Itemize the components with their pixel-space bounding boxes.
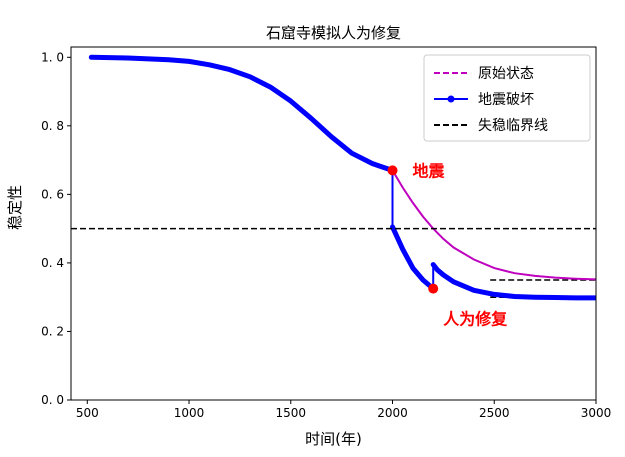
axes-frame	[70, 46, 597, 401]
y-axis-label: 稳定性	[6, 184, 24, 230]
x-tick-label-2500: 2500	[479, 406, 510, 420]
y-tick-label-4: 0. 8	[41, 119, 64, 133]
earthquake-label: 地震	[413, 161, 446, 180]
series-2-segment-post-repair	[430, 262, 596, 301]
repair-point	[428, 283, 439, 294]
legend-label-2: 地震破坏	[478, 92, 534, 108]
y-tick-label-1: 0. 2	[41, 324, 64, 338]
x-tick-label-1500: 1500	[275, 406, 306, 420]
series-1	[391, 169, 596, 281]
repair-label: 人为修复	[443, 310, 508, 329]
series-2-segment-post-quake	[390, 224, 436, 292]
x-tick-label-3000: 3000	[581, 406, 612, 420]
x-axis-label: 时间(年)	[305, 430, 362, 448]
y-tick-label-2: 0. 4	[41, 256, 64, 270]
x-tick-label-2000: 2000	[377, 406, 408, 420]
x-tick-label-1000: 1000	[174, 406, 205, 420]
axes-layer: 500 1000 1500 2000 2500 3000 0. 0 0. 2 0. 4 0. 6 0…	[41, 46, 612, 420]
legend-label-1: 原始状态	[478, 66, 534, 82]
legend-marker-2	[447, 95, 455, 103]
series-line-1	[391, 169, 596, 281]
legend-label-3: 失稳临界线	[478, 118, 548, 134]
earthquake-point	[387, 165, 398, 176]
chart-title: 石窟寺模拟人为修复	[265, 24, 401, 42]
series-2-segment-pre-quake	[88, 54, 395, 173]
x-tick-label-500: 500	[76, 406, 99, 420]
y-tick-label-0: 0. 0	[41, 393, 64, 407]
legend-box	[423, 54, 591, 142]
y-tick-label-5: 1. 0	[41, 50, 64, 64]
y-tick-label-3: 0. 6	[41, 187, 64, 201]
